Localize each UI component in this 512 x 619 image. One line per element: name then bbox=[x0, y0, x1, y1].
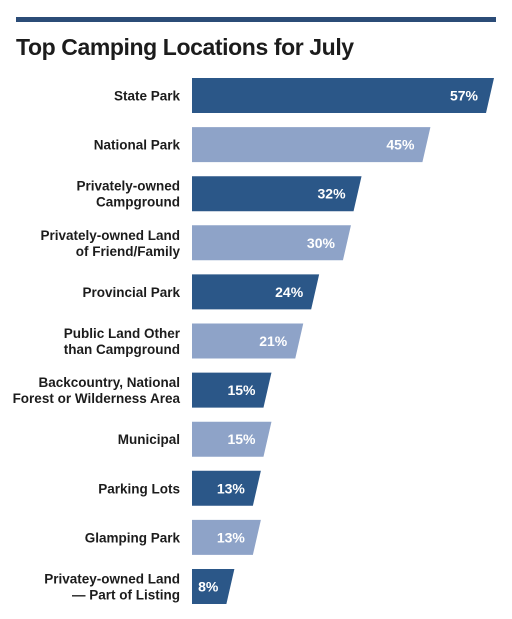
header-accent-bar bbox=[16, 17, 496, 22]
category-label: Provincial Park bbox=[82, 285, 180, 300]
bar-value-label: 57% bbox=[450, 88, 479, 104]
category-label: Privately-owned Land bbox=[40, 228, 180, 243]
category-label: Forest or Wilderness Area bbox=[13, 391, 181, 406]
category-label: Privately-owned bbox=[76, 179, 180, 194]
bar bbox=[192, 323, 304, 359]
category-label: Backcountry, National bbox=[38, 375, 180, 390]
category-label: Municipal bbox=[118, 432, 180, 447]
category-label: State Park bbox=[114, 89, 181, 104]
category-label: Campground bbox=[96, 195, 180, 210]
bar bbox=[192, 470, 261, 506]
bar bbox=[192, 225, 351, 261]
bar-value-label: 8% bbox=[198, 579, 219, 595]
bar bbox=[192, 569, 235, 604]
bar-value-label: 15% bbox=[227, 431, 256, 447]
bar bbox=[192, 78, 494, 113]
bar-value-label: 13% bbox=[217, 480, 246, 496]
bar bbox=[192, 421, 272, 457]
bar bbox=[192, 274, 320, 310]
bar bbox=[192, 372, 272, 408]
bar-value-label: 24% bbox=[275, 284, 304, 300]
category-label: Parking Lots bbox=[98, 481, 180, 496]
bar bbox=[192, 127, 431, 163]
category-label: Privatey-owned Land bbox=[44, 572, 180, 587]
bar-value-label: 21% bbox=[259, 333, 288, 349]
category-label: than Campground bbox=[64, 342, 180, 357]
chart-title: Top Camping Locations for July bbox=[16, 34, 354, 60]
category-label: Public Land Other bbox=[64, 326, 181, 341]
bar-value-label: 32% bbox=[318, 186, 347, 202]
category-label: — Part of Listing bbox=[72, 588, 180, 603]
bar-value-label: 45% bbox=[386, 137, 415, 153]
bar bbox=[192, 519, 261, 555]
category-label: of Friend/Family bbox=[76, 244, 181, 259]
bar-value-label: 30% bbox=[307, 235, 336, 251]
bar-value-label: 15% bbox=[227, 382, 256, 398]
bar bbox=[192, 176, 362, 212]
category-label: National Park bbox=[94, 138, 181, 153]
category-label: Glamping Park bbox=[85, 530, 181, 545]
bar-value-label: 13% bbox=[217, 529, 246, 545]
